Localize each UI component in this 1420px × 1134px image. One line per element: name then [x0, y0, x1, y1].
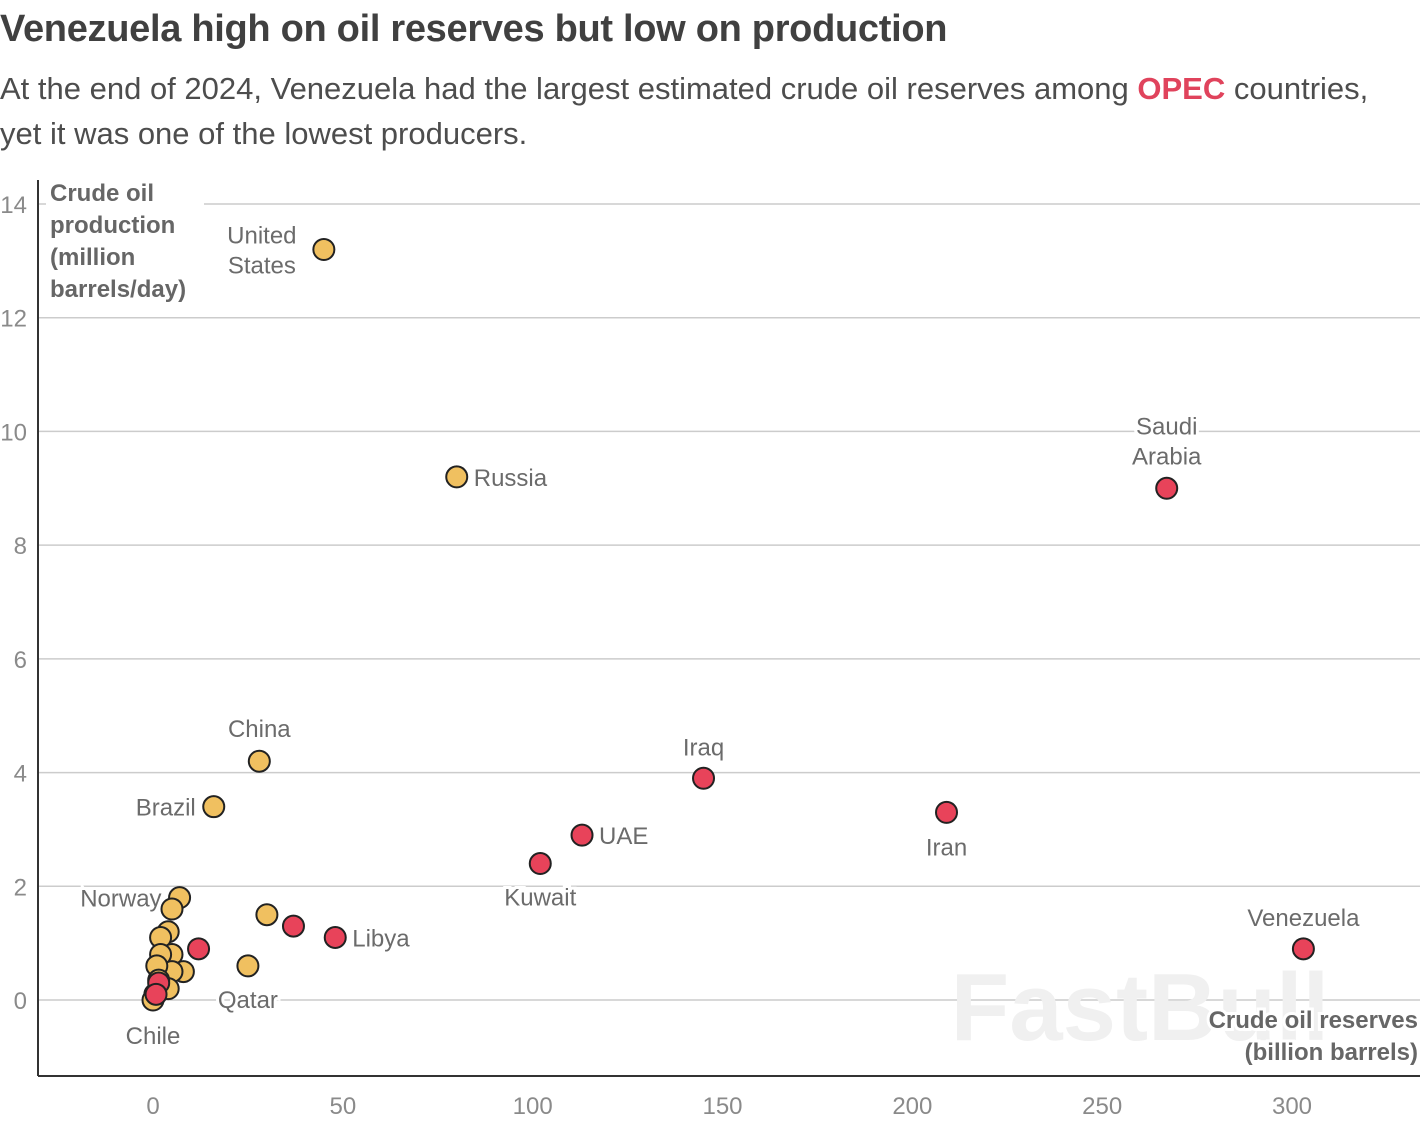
- label-saudi-arabia-line-1: Arabia: [1132, 443, 1202, 470]
- opec-highlight: OPEC: [1137, 71, 1226, 106]
- point-venezuela: [1291, 937, 1315, 961]
- label-kuwait: Kuwait: [504, 885, 576, 912]
- subtitle-text-end: countries, yet it was one of the lowest …: [0, 71, 1369, 151]
- chart-title: Venezuela high on oil reserves but low o…: [0, 8, 948, 50]
- grid-lines: [38, 203, 1420, 1001]
- point-brazil: [202, 795, 226, 819]
- y-tick-label-10: 10: [0, 419, 27, 446]
- y-tick-label-8: 8: [14, 533, 27, 560]
- y-tick-label-0: 0: [14, 988, 27, 1015]
- y-tick-label-4: 4: [14, 761, 27, 788]
- y-tick-label-14: 14: [0, 192, 27, 219]
- point-non-opec-7: [160, 897, 184, 921]
- watermark: FastBull: [951, 954, 1330, 1061]
- point-libya: [323, 925, 347, 949]
- x-tick-label-200: 200: [892, 1093, 932, 1120]
- y-axis-title-background: [46, 176, 204, 306]
- label-norway: Norway: [80, 886, 161, 913]
- point-opec-10: [144, 982, 168, 1006]
- axis-titles: Crude oil production (million barrels/day) C…: [46, 176, 1420, 1069]
- x-tick-label-50: 50: [329, 1093, 356, 1120]
- point-china: [247, 749, 271, 773]
- y-axis-title-line-3: barrels/day): [50, 276, 186, 303]
- label-qatar: Qatar: [218, 987, 278, 1014]
- y-axis-title-line-1: production: [50, 212, 175, 239]
- point-non-opec-5: [255, 903, 279, 927]
- point-opec-7: [281, 914, 305, 938]
- y-axis-title-line-0: Crude oil: [50, 180, 154, 207]
- label-iraq: Iraq: [683, 734, 724, 761]
- label-united-states-line-0: United: [227, 222, 296, 249]
- label-brazil: Brazil: [136, 795, 196, 822]
- y-tick-label-6: 6: [14, 647, 27, 674]
- x-tick-label-100: 100: [513, 1093, 553, 1120]
- label-libya: Libya: [352, 925, 410, 952]
- x-tick-label-300: 300: [1272, 1093, 1312, 1120]
- tick-labels: 0 2 4 6 8 10 12 14 0 50 100 150 200 250 300: [0, 192, 1312, 1120]
- y-tick-label-12: 12: [0, 306, 27, 333]
- axes: [37, 180, 1420, 1077]
- x-axis-title-line-0: Crude oil reserves: [1209, 1007, 1418, 1034]
- label-china: China: [228, 716, 291, 743]
- label-united-states-line-1: States: [228, 252, 296, 279]
- point-opec-8: [187, 937, 211, 961]
- x-tick-label-150: 150: [702, 1093, 742, 1120]
- subtitle-text-start: At the end of 2024, Venezuela had the la…: [0, 71, 1138, 106]
- point-uae: [570, 823, 594, 847]
- x-axis-title-line-1: (billion barrels): [1245, 1039, 1418, 1066]
- label-uae: UAE: [599, 823, 648, 850]
- label-venezuela: Venezuela: [1247, 905, 1360, 932]
- label-chile: Chile: [126, 1023, 181, 1050]
- y-axis-title-line-2: (million: [50, 244, 135, 271]
- point-qatar: [236, 954, 260, 978]
- label-iran: Iran: [926, 834, 967, 861]
- point-iran: [935, 800, 959, 824]
- y-tick-label-2: 2: [14, 874, 27, 901]
- data-points: [141, 237, 1315, 1012]
- label-saudi-arabia-line-0: Saudi: [1136, 413, 1197, 440]
- watermark-text: FastBull: [951, 954, 1330, 1061]
- label-russia: Russia: [474, 465, 548, 492]
- point-labels: United States Russia China Brazil Norway Qatar…: [77, 219, 1363, 1053]
- point-saudi-arabia: [1155, 476, 1179, 500]
- point-russia: [445, 465, 469, 489]
- point-kuwait: [528, 852, 552, 876]
- x-tick-label-0: 0: [146, 1093, 159, 1120]
- x-tick-label-250: 250: [1082, 1093, 1122, 1120]
- point-united-states: [312, 237, 336, 261]
- chart-subtitle: At the end of 2024, Venezuela had the la…: [0, 66, 1400, 156]
- point-iraq: [692, 766, 716, 790]
